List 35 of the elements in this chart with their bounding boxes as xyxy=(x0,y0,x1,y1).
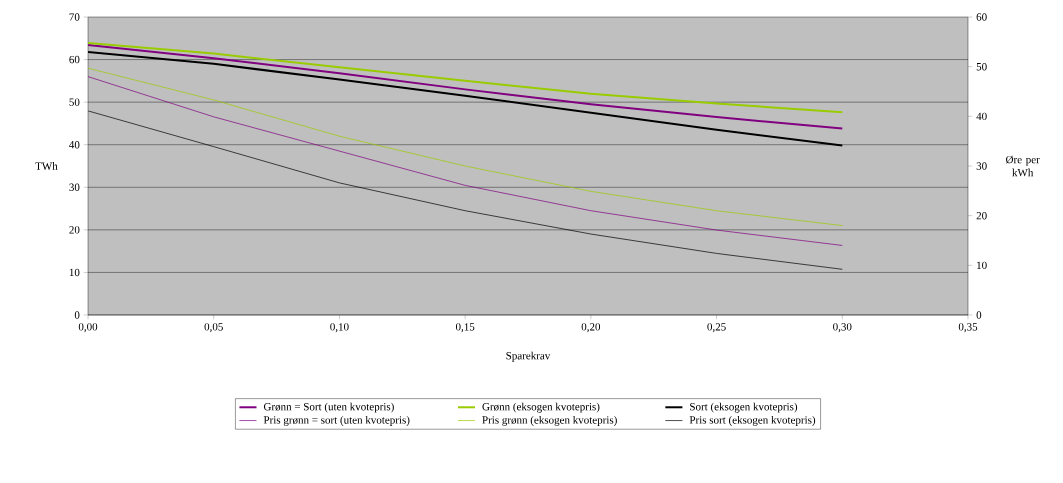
y2-tick-label: 20 xyxy=(976,211,987,220)
y2-axis-title: Øre per kWh xyxy=(1006,155,1040,177)
legend-label: Grønn = Sort (uten kvotepris) xyxy=(263,402,394,413)
y-axis-title: TWh xyxy=(35,162,58,170)
y-tick-label: 70 xyxy=(69,13,80,21)
x-tick-label: 0,00 xyxy=(78,323,98,333)
y2-tick-label: 60 xyxy=(976,13,987,21)
line-series xyxy=(88,67,843,226)
x-tick-label: 0,05 xyxy=(204,323,223,333)
y2-tick-label: 0 xyxy=(976,311,982,319)
x-tick-label: 0,30 xyxy=(833,323,852,333)
x-tick-label: 0,10 xyxy=(330,323,349,333)
y-tick-label: 60 xyxy=(69,55,80,64)
legend-label: Sort (eksogen kvotepris) xyxy=(690,402,798,413)
line-series xyxy=(88,44,844,130)
y-tick-label: 0 xyxy=(74,311,80,319)
x-axis-title: Sparekrav xyxy=(506,351,551,362)
y-tick-label: 30 xyxy=(69,183,80,191)
legend-label: Pris grønn (eksogen kvotepris) xyxy=(482,415,617,426)
y-tick-label: 20 xyxy=(69,226,80,234)
legend-label: Grønn (eksogen kvotepris) xyxy=(482,402,600,413)
line-series xyxy=(88,41,844,114)
legend-label: Pris grønn = sort (uten kvotepris) xyxy=(263,415,410,426)
y-tick-label: 10 xyxy=(69,268,80,277)
y-tick-label: 50 xyxy=(69,98,80,106)
x-tick-label: 0,15 xyxy=(455,323,475,333)
y2-tick-label: 10 xyxy=(977,261,987,270)
y2-tick-label: 50 xyxy=(976,62,987,71)
y2-tick-label: 30 xyxy=(976,162,987,170)
x-tick-label: 0,25 xyxy=(707,323,726,333)
x-tick-label: 0,35 xyxy=(958,323,978,333)
legend-label: Pris sort (eksogen kvotepris) xyxy=(689,415,816,426)
y-tick-label: 40 xyxy=(69,141,80,149)
y2-tick-label: 40 xyxy=(976,112,987,121)
x-tick-label: 0,20 xyxy=(581,323,601,333)
